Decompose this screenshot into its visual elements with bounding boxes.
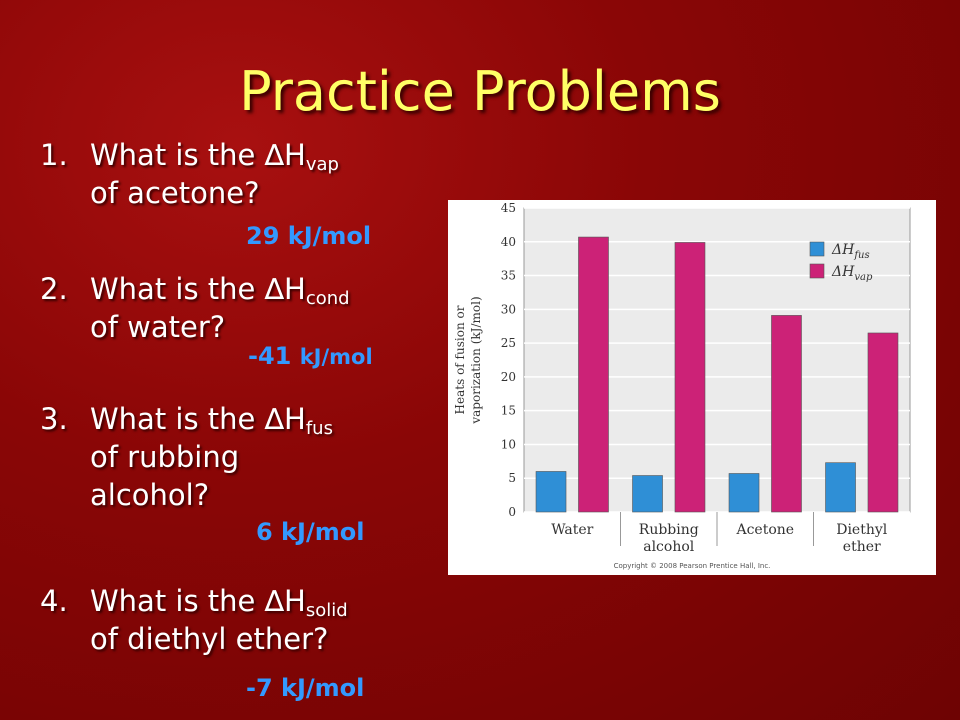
legend-label: ΔHvap xyxy=(831,264,873,283)
delta-symbol: ∆ xyxy=(264,272,285,306)
question-line: What is the ∆Hsolid xyxy=(90,584,348,621)
question-number: 4. xyxy=(40,584,68,618)
bar-vap xyxy=(867,332,899,513)
y-tick-label: 35 xyxy=(501,269,516,283)
delta-symbol: ∆ xyxy=(264,584,285,618)
chart-svg: 0 5 10 15 20 25 30 35 40 45 Heats of fusion or vapo… xyxy=(453,201,911,570)
bar-vap xyxy=(578,236,609,513)
bar-fus xyxy=(728,473,760,513)
y-axis-label: Heats of fusion or xyxy=(453,305,467,414)
x-category-label: Diethyl xyxy=(836,522,888,538)
question-line: What is the ∆Hvap xyxy=(90,138,339,175)
y-tick-label: 30 xyxy=(501,302,516,316)
legend-swatch xyxy=(809,241,825,257)
question-line: of water? xyxy=(90,310,226,344)
question-line: of diethyl ether? xyxy=(90,622,329,656)
question-line: of acetone? xyxy=(90,176,260,210)
answer-3: 6 kJ/mol xyxy=(256,518,365,546)
x-category-label: alcohol xyxy=(643,539,695,555)
subscript: vap xyxy=(305,154,339,175)
y-tick-label: 45 xyxy=(501,201,516,215)
y-tick-label: 15 xyxy=(501,404,516,418)
subscript: solid xyxy=(305,600,348,621)
y-tick-label: 20 xyxy=(501,370,516,384)
delta-symbol: ∆ xyxy=(264,402,285,436)
copyright-text: Copyright © 2008 Pearson Prentice Hall, … xyxy=(614,562,771,570)
x-category-label: ether xyxy=(843,539,881,555)
answer-4: -7 kJ/mol xyxy=(246,674,365,702)
y-tick-label: 25 xyxy=(501,336,516,350)
y-tick-label: 10 xyxy=(501,437,516,451)
bar-chart: 0 5 10 15 20 25 30 35 40 45 Heats of fusion or vapo… xyxy=(448,200,936,575)
answer-2: -41 kJ/mol xyxy=(248,342,373,370)
y-tick-label: 40 xyxy=(501,235,516,249)
slide-title: Practice Problems xyxy=(239,60,721,123)
legend-swatch xyxy=(809,263,825,279)
subscript: fus xyxy=(305,418,333,439)
legend-label: ΔHfus xyxy=(831,242,870,261)
x-category-label: Acetone xyxy=(735,522,794,538)
question-number: 3. xyxy=(40,402,68,436)
bar-vap xyxy=(674,242,706,513)
question-line: alcohol? xyxy=(90,478,210,512)
subscript: cond xyxy=(305,288,350,309)
y-tick-label: 5 xyxy=(508,471,516,485)
question-number: 2. xyxy=(40,272,68,306)
question-line: What is the ∆Hcond xyxy=(90,272,350,309)
bar-fus xyxy=(535,471,567,513)
question-number: 1. xyxy=(40,138,68,172)
delta-symbol: ∆ xyxy=(264,138,285,172)
bar-vap xyxy=(771,315,802,513)
x-category-label: Water xyxy=(551,522,593,538)
question-line: What is the ∆Hfus xyxy=(90,402,333,439)
question-line: of rubbing xyxy=(90,440,240,474)
answer-1: 29 kJ/mol xyxy=(246,222,372,250)
y-tick-label: 0 xyxy=(508,505,516,519)
bar-fus xyxy=(632,475,663,513)
bar-fus xyxy=(825,462,856,513)
y-axis-label: vaporization (kJ/mol) xyxy=(469,296,483,424)
x-category-label: Rubbing xyxy=(639,522,699,538)
